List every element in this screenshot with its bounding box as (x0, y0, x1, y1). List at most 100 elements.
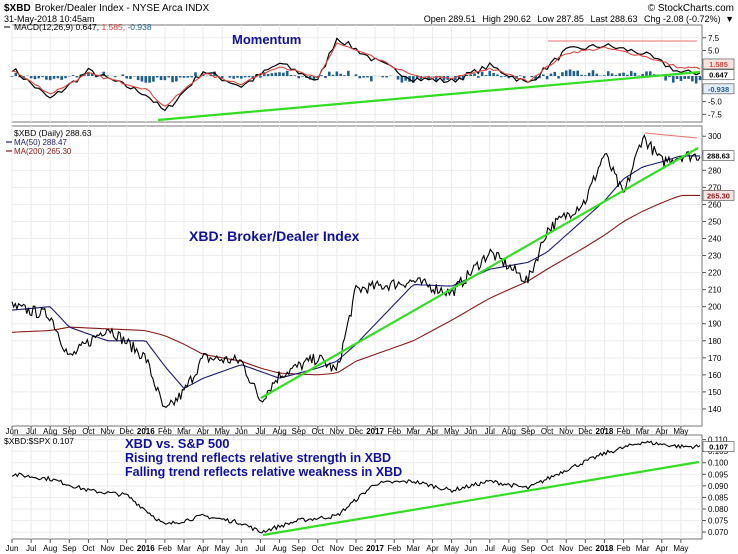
x-tick-label: Dec (349, 544, 363, 553)
x-tick-label: 2017 (366, 544, 384, 553)
value-badge-label: 1.585 (709, 60, 728, 69)
x-tick-label: Nov (100, 427, 114, 436)
x-tick-label: Nov (330, 427, 344, 436)
x-tick-label: Jun (235, 427, 248, 436)
x-tick-label: May (673, 427, 688, 436)
x-tick-label: Sep (62, 544, 77, 553)
y-tick-label: 160 (708, 371, 722, 380)
x-tick-label: Apr (426, 427, 439, 436)
x-tick-label: Aug (43, 427, 57, 436)
ratio-legend: $XBD:$SPX 0.107 (4, 436, 74, 446)
macd-legend-hist: -0.938 (127, 22, 151, 32)
y-tick-label: 240 (708, 235, 722, 244)
value-badge (702, 441, 735, 452)
macd-trendline (157, 70, 701, 122)
value-badges: 1.585 0.647 -0.938 288.63 265.30 0.107 (702, 58, 735, 452)
price-legend-ma50: MA(50) 288.47 (14, 138, 67, 147)
value-badge (702, 150, 735, 161)
y-tick-label: 0.110 (708, 436, 728, 445)
y-tick-label: 220 (708, 269, 722, 278)
svg-text:Open 289.51 High 290.62: Open 289.51 High 290.62 Low 287.85 Last … (424, 14, 734, 24)
y-tick-label: 230 (708, 252, 722, 261)
macd-panel (11, 24, 703, 123)
x-tick-label: May (444, 544, 459, 553)
change-value: Chg -2.08 (-0.72%) (644, 14, 721, 24)
ratio-annotation-line1: Rising trend reflects relative strength … (125, 451, 391, 465)
x-tick-label: May (215, 427, 230, 436)
xbd-annotation: XBD: Broker/Dealer Index (189, 228, 360, 244)
y-tick-label: 0.090 (708, 482, 729, 491)
price-resistance-line (644, 132, 698, 139)
price-legend: $XBD (Daily) 288.63 MA(50) 288.47 MA(200… (6, 128, 92, 156)
x-tick-label: Aug (502, 427, 516, 436)
x-tick-label: Mar (636, 544, 650, 553)
y-tick-label: 250 (708, 217, 722, 226)
y-tick-label: 7.5 (708, 34, 720, 43)
y-tick-label: 270 (708, 183, 722, 192)
macd-line (11, 37, 701, 112)
x-tick-label: Oct (82, 544, 95, 553)
price-line (11, 133, 701, 409)
y-tick-label: 0.075 (708, 517, 729, 526)
x-tick-label: Apr (426, 544, 439, 553)
x-tick-label: Mar (177, 544, 191, 553)
y-tick-label: 280 (708, 166, 722, 175)
x-tick-label: Apr (656, 544, 669, 553)
x-tick-label: Feb (158, 427, 172, 436)
x-tick-label: Mar (406, 427, 420, 436)
x-tick-label: Nov (559, 544, 573, 553)
price-panel (11, 125, 703, 427)
x-tick-label: Nov (330, 544, 344, 553)
x-tick-label: Jun (6, 544, 19, 553)
ratio-annotation-title: XBD vs. S&P 500 (125, 436, 230, 451)
y-tick-label: 170 (708, 354, 722, 363)
x-tick-label: 2016 (137, 427, 155, 436)
price-legend-symbol: $XBD (Daily) 288.63 (14, 128, 92, 138)
y-tick-label: 140 (708, 405, 722, 414)
ma200-line (11, 194, 700, 376)
last-value: Last 288.63 (590, 14, 637, 24)
value-badge-label: 265.30 (707, 191, 730, 200)
axes: 7.55.02.50.0-2.5-5.0-7.53002902802702602… (6, 34, 729, 553)
y-tick-label: 0.100 (708, 459, 729, 468)
y-tick-label: 260 (708, 200, 722, 209)
y-tick-label: 180 (708, 337, 722, 346)
ratio-trendline (262, 460, 700, 537)
x-tick-label: Sep (292, 544, 307, 553)
price-trendline (260, 147, 699, 399)
x-tick-label: Feb (158, 544, 172, 553)
svg-text:MACD(12,26,9) 0.647,: MACD(12,26,9) 0.647, 1.585, -0.938 (14, 22, 152, 32)
x-tick-label: Jul (485, 544, 495, 553)
x-tick-label: Sep (521, 544, 536, 553)
value-badge-label: -0.938 (708, 85, 729, 94)
x-tick-label: Oct (541, 427, 554, 436)
x-tick-label: Oct (312, 427, 325, 436)
index-name: Broker/Dealer Index - NYSE Arca INDX (35, 3, 210, 14)
x-tick-label: May (444, 427, 459, 436)
x-tick-label: Jun (464, 544, 477, 553)
value-badge-label: 0.107 (709, 443, 728, 452)
chart-date: 31-May-2018 10:45am (4, 14, 95, 24)
x-tick-label: Jul (26, 427, 36, 436)
y-tick-label: 0.095 (708, 470, 729, 479)
x-tick-label: 2017 (366, 427, 384, 436)
x-tick-label: Oct (541, 544, 554, 553)
x-tick-label: Mar (177, 427, 191, 436)
y-tick-label: 0.080 (708, 505, 729, 514)
macd-legend-name: MACD(12,26,9) (14, 22, 73, 32)
ratio-annotation-line2: Falling trend reflects relative weakness… (125, 465, 402, 479)
change-arrow-icon: ▼ (725, 14, 734, 24)
signal-line (11, 42, 701, 107)
x-tick-label: Aug (272, 544, 286, 553)
x-tick-label: 2018 (596, 427, 614, 436)
y-tick-label: -5.0 (708, 98, 722, 107)
x-tick-label: May (673, 544, 688, 553)
y-tick-label: 210 (708, 286, 722, 295)
x-tick-label: Feb (617, 427, 631, 436)
x-tick-label: Aug (43, 544, 57, 553)
y-tick-label: 0.070 (708, 528, 729, 537)
value-badge (702, 83, 735, 95)
open-value: Open 289.51 (424, 14, 476, 24)
macd-legend-macd: 0.647, (75, 22, 99, 32)
